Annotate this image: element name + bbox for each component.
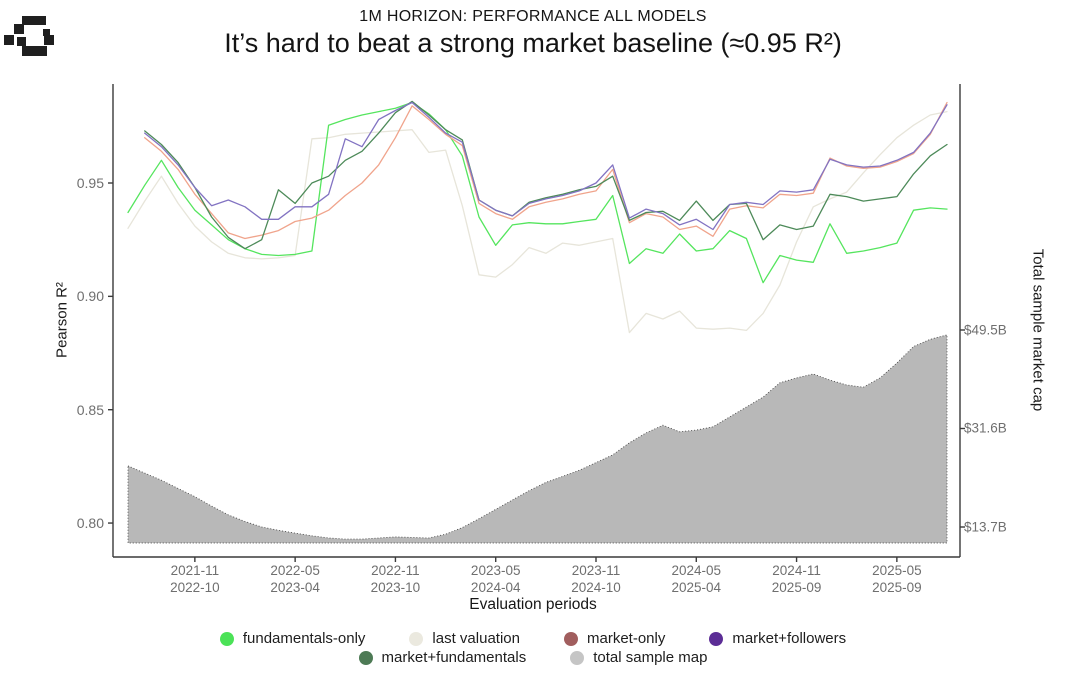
legend-item-label: fundamentals-only xyxy=(242,630,366,647)
legend-item-market-fundamentals: market+fundamentals xyxy=(358,649,527,666)
legend-row: market+fundamentals total sample map xyxy=(358,649,707,666)
legend-item-label: total sample map xyxy=(593,649,708,666)
legend: fundamentals-only last valuation market-on… xyxy=(0,630,1066,666)
market-cap-area xyxy=(127,334,948,544)
legend-item-label: market+fundamentals xyxy=(381,649,527,666)
legend-item-label: market+followers xyxy=(732,630,847,647)
legend-swatch-icon xyxy=(409,631,424,646)
legend-swatch-icon xyxy=(358,650,373,665)
legend-swatch-icon xyxy=(709,631,724,646)
legend-item-label: last valuation xyxy=(432,630,520,647)
legend-swatch-icon xyxy=(219,631,234,646)
series-line-market-followers xyxy=(144,101,948,231)
legend-row: fundamentals-only last valuation market-on… xyxy=(219,630,846,647)
legend-item-fundamentals-only: fundamentals-only xyxy=(219,630,366,647)
series-line-market-only xyxy=(144,101,948,240)
legend-item-label: market-only xyxy=(586,630,666,647)
legend-swatch-icon xyxy=(563,631,578,646)
chart-title: It’s hard to beat a strong market baseli… xyxy=(224,28,842,58)
legend-item-last-valuation: last valuation xyxy=(409,630,520,647)
legend-swatch-icon xyxy=(570,650,585,665)
legend-item-market-only: market-only xyxy=(563,630,666,647)
chart-kicker: 1M HORIZON: PERFORMANCE ALL MODELS xyxy=(359,8,707,25)
legend-item-total-sample-map: total sample map xyxy=(570,649,707,666)
series-line-last-valuation xyxy=(127,110,948,334)
series-line-fundamentals-only xyxy=(127,101,948,284)
pixel-g-logo-icon xyxy=(4,16,54,56)
legend-item-market-followers: market+followers xyxy=(709,630,846,647)
series-line-market-fundamentals xyxy=(144,100,948,250)
